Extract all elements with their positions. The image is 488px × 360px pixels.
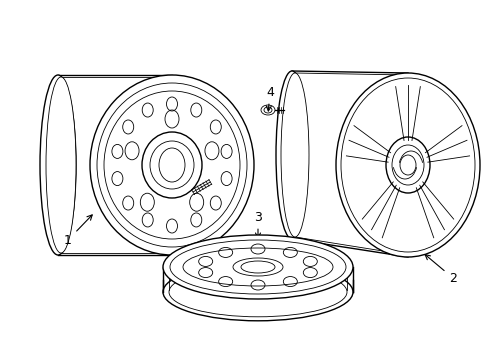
Text: 4: 4 (265, 86, 273, 111)
Text: 5: 5 (171, 201, 193, 229)
Text: 1: 1 (64, 215, 92, 247)
Ellipse shape (335, 73, 479, 257)
Ellipse shape (46, 77, 76, 253)
Ellipse shape (163, 263, 352, 321)
Ellipse shape (40, 75, 76, 255)
Text: 3: 3 (254, 211, 262, 238)
Ellipse shape (281, 73, 308, 237)
Ellipse shape (163, 235, 352, 299)
Text: 2: 2 (424, 255, 456, 284)
Ellipse shape (90, 75, 253, 255)
Ellipse shape (275, 71, 307, 239)
